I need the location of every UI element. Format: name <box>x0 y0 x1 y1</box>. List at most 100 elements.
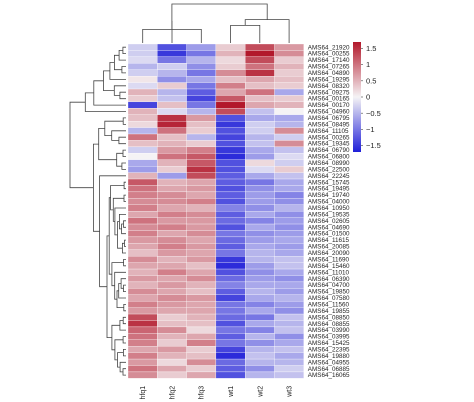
heatmap-cell-AMS64_19850-wt2 <box>245 288 275 295</box>
heatmap-cell-AMS64_08855-hfq2 <box>157 320 187 328</box>
heatmap-cell-AMS64_06800-hfq3 <box>186 153 217 160</box>
row-dendrogram-branch <box>122 316 126 325</box>
heatmap-cell-AMS64_19495-hfq1 <box>127 185 158 193</box>
row-label: AMS64_06790 <box>308 147 350 154</box>
row-label: AMS64_03995 <box>308 334 350 341</box>
heatmap-cell-AMS64_15745-hfq3 <box>186 178 217 186</box>
heatmap-cell-AMS64_08320-wt1 <box>215 82 246 90</box>
heatmap-cell-AMS64_22245-hfq1 <box>127 172 158 180</box>
heatmap-cell-AMS64_15425-hfq3 <box>186 339 217 347</box>
heatmap-cell-AMS64_22500-wt3 <box>274 166 304 173</box>
heatmap-cell-AMS64_19740-hfq1 <box>127 191 158 199</box>
heatmap-cell-AMS64_11690-wt3 <box>274 256 304 263</box>
heatmap-cell-AMS64_04690-hfq2 <box>157 223 187 231</box>
heatmap-cell-AMS64_03995-wt1 <box>215 333 246 340</box>
heatmap-cell-AMS64_20085-wt3 <box>274 243 304 250</box>
heatmap-cell-AMS64_00170-hfq3 <box>186 101 217 109</box>
legend-tick-label: −1 <box>366 125 375 134</box>
heatmap-cell-AMS64_16065-hfq1 <box>127 371 158 379</box>
heatmap-cell-AMS64_00170-wt2 <box>245 101 275 109</box>
heatmap-cell-AMS64_20085-hfq1 <box>127 243 158 250</box>
legend-tick-label: 0.5 <box>366 76 376 85</box>
heatmap-cell-AMS64_04690-hfq3 <box>186 223 217 231</box>
heatmap-cell-AMS64_06390-wt2 <box>245 275 275 283</box>
row-dendrogram-branch <box>111 262 124 287</box>
heatmap-cell-AMS64_06795-hfq1 <box>127 114 158 122</box>
heatmap-cell-AMS64_03990-wt1 <box>215 326 246 334</box>
heatmap-cell-AMS64_06885-hfq3 <box>186 365 217 373</box>
heatmap-cell-AMS64_11615-wt1 <box>215 236 246 244</box>
heatmap-cell-AMS64_00265-hfq3 <box>186 133 217 141</box>
heatmap-cell-AMS64_00165-wt2 <box>245 95 275 103</box>
heatmap-cell-AMS64_19850-hfq3 <box>186 288 217 295</box>
heatmap-cell-AMS64_01500-wt1 <box>215 230 246 238</box>
heatmap-cell-AMS64_11010-wt1 <box>215 268 246 276</box>
row-label: AMS64_19535 <box>308 211 350 218</box>
column-label: hfq1 <box>140 386 147 400</box>
heatmap-cell-AMS64_11615-wt2 <box>245 236 275 244</box>
heatmap-cell-AMS64_19295-hfq1 <box>127 76 158 83</box>
heatmap-cell-AMS64_04890-hfq2 <box>157 69 187 77</box>
row-label: AMS64_11010 <box>308 269 350 276</box>
legend-tick-label: 1.5 <box>366 44 376 53</box>
heatmap-cell-AMS64_19345-wt2 <box>245 140 275 148</box>
row-label: AMS64_19740 <box>308 192 350 199</box>
heatmap-cell-AMS64_22395-hfq2 <box>157 346 187 353</box>
heatmap-cell-AMS64_11105-hfq3 <box>186 127 217 135</box>
row-dendrogram-branch <box>118 136 126 145</box>
row-dendrogram-branch <box>121 162 126 170</box>
row-dendrogram-branch <box>69 101 94 189</box>
heatmap-cell-AMS64_09275-hfq1 <box>127 88 158 96</box>
legend-tick-label: −1.5 <box>366 141 381 150</box>
heatmap-cell-AMS64_20090-wt2 <box>245 249 275 257</box>
heatmap-cell-AMS64_02605-hfq2 <box>157 217 187 225</box>
heatmap-cell-AMS64_04690-wt3 <box>274 223 304 231</box>
heatmap-cell-AMS64_08855-wt3 <box>274 320 304 328</box>
heatmap-cell-AMS64_04960-wt2 <box>245 108 275 115</box>
heatmap-cell-AMS64_08850-wt1 <box>215 313 246 321</box>
heatmap-cell-AMS64_11615-hfq2 <box>157 236 187 244</box>
row-dendrogram-branch <box>123 349 126 357</box>
heatmap-cell-AMS64_03995-hfq2 <box>157 333 187 340</box>
heatmap-cell-AMS64_19850-wt3 <box>274 288 304 295</box>
heatmap-cell-AMS64_19535-hfq1 <box>127 211 158 218</box>
heatmap-cell-AMS64_19855-hfq2 <box>157 307 187 315</box>
row-label: AMS64_19855 <box>308 308 350 315</box>
row-label: AMS64_10950 <box>308 205 350 212</box>
heatmap-cell-AMS64_00165-wt3 <box>274 95 304 103</box>
heatmap-cell-AMS64_06795-wt2 <box>245 114 275 122</box>
heatmap-cell-AMS64_10950-hfq1 <box>127 204 158 212</box>
heatmap-cell-AMS64_06800-wt1 <box>215 153 246 160</box>
heatmap-cell-AMS64_11615-hfq1 <box>127 236 158 244</box>
heatmap-cell-AMS64_08850-hfq2 <box>157 313 187 321</box>
row-label: AMS64_08855 <box>308 321 350 328</box>
heatmap-cell-AMS64_11560-wt3 <box>274 301 304 308</box>
row-label: AMS64_22395 <box>308 346 350 353</box>
column-label: wt1 <box>228 386 235 398</box>
heatmap-cell-AMS64_00265-hfq2 <box>157 133 187 141</box>
row-label: AMS64_06800 <box>308 154 350 161</box>
heatmap-cell-AMS64_03995-wt2 <box>245 333 275 340</box>
heatmap-cell-AMS64_03990-hfq3 <box>186 326 217 334</box>
heatmap-cell-AMS64_21920-hfq1 <box>127 43 158 51</box>
heatmap-cell-AMS64_04000-hfq3 <box>186 198 217 205</box>
row-labels: AMS64_21920AMS64_00255AMS64_17140AMS64_0… <box>308 44 350 379</box>
heatmap-cell-AMS64_19880-hfq3 <box>186 352 217 360</box>
row-dendrogram-branch <box>119 214 126 230</box>
heatmap-cell-AMS64_09275-hfq2 <box>157 88 187 96</box>
row-dendrogram <box>69 46 126 376</box>
heatmap-cell-AMS64_21920-hfq3 <box>186 43 217 51</box>
heatmap-cell-AMS64_22245-wt2 <box>245 172 275 180</box>
row-dendrogram-branch <box>122 117 126 125</box>
heatmap-cell-AMS64_06390-hfq3 <box>186 275 217 283</box>
legend-color-bar <box>353 42 361 152</box>
row-label: AMS64_04960 <box>308 109 350 116</box>
heatmap-cell-AMS64_19495-wt2 <box>245 185 275 193</box>
heatmap-cell-AMS64_04700-hfq3 <box>186 281 217 289</box>
heatmap-cell-AMS64_19295-wt3 <box>274 76 304 83</box>
heatmap-cell-AMS64_20090-hfq1 <box>127 249 158 257</box>
heatmap-cell-AMS64_15460-wt2 <box>245 262 275 270</box>
heatmap-cell-AMS64_04690-wt1 <box>215 223 246 231</box>
heatmap-cell-AMS64_17140-wt3 <box>274 56 304 64</box>
heatmap-cell-AMS64_08990-wt3 <box>274 159 304 167</box>
